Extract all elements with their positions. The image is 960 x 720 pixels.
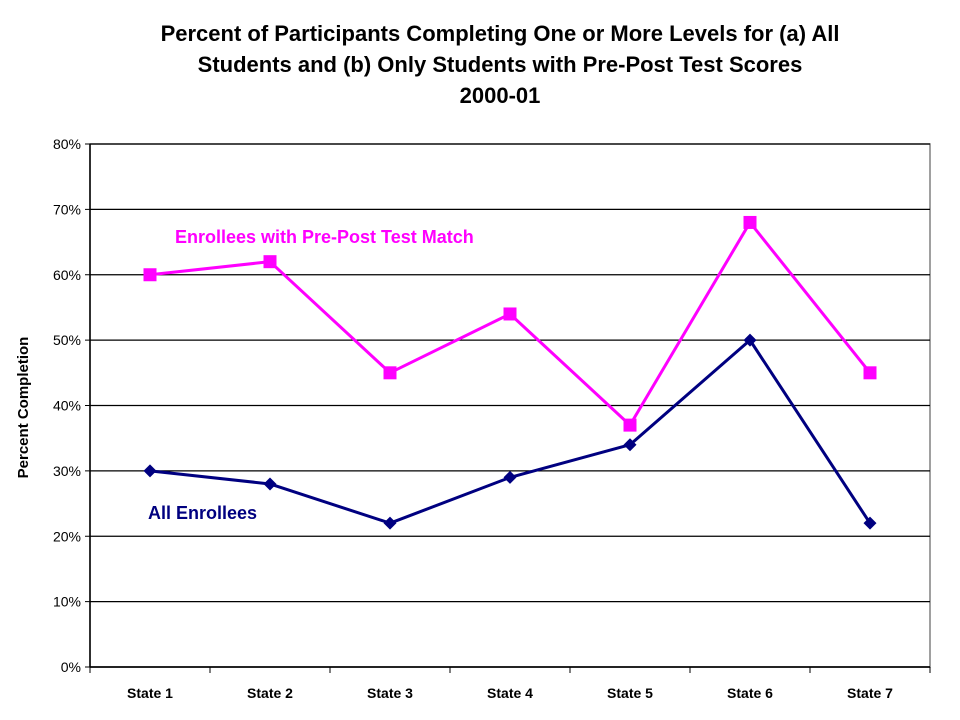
data-point: [143, 268, 157, 282]
y-tick-label: 0%: [61, 659, 81, 675]
data-point: [623, 438, 637, 452]
data-point: [503, 470, 517, 484]
x-tick-label: State 5: [607, 685, 653, 701]
data-point: [863, 366, 877, 380]
chart-title: Percent of Participants Completing One o…: [0, 18, 960, 111]
chart-title-line-2: Students and (b) Only Students with Pre-…: [197, 52, 803, 77]
series-label: All Enrollees: [148, 503, 257, 523]
x-tick-label: State 1: [127, 685, 173, 701]
x-tick-label: State 6: [727, 685, 773, 701]
x-tick-label: State 7: [847, 685, 893, 701]
x-tick-label: State 2: [247, 685, 293, 701]
data-point: [263, 255, 277, 269]
data-point: [743, 215, 757, 229]
data-point: [143, 464, 157, 478]
y-tick-label: 70%: [53, 201, 81, 217]
y-tick-label: 50%: [53, 332, 81, 348]
data-point: [863, 516, 877, 530]
y-tick-label: 80%: [53, 136, 81, 152]
data-point: [383, 516, 397, 530]
y-axis-title: Percent Completion: [15, 337, 32, 479]
data-point: [263, 477, 277, 491]
data-point: [503, 307, 517, 321]
x-tick-label: State 3: [367, 685, 413, 701]
y-tick-label: 10%: [53, 594, 81, 610]
y-tick-label: 20%: [53, 528, 81, 544]
chart-title-line-1: Percent of Participants Completing One o…: [160, 21, 840, 46]
data-point: [383, 366, 397, 380]
series-label: Enrollees with Pre-Post Test Match: [175, 227, 474, 247]
y-tick-label: 40%: [53, 398, 81, 414]
chart-title-line-3: 2000-01: [459, 83, 541, 108]
y-tick-label: 60%: [53, 267, 81, 283]
data-point: [743, 333, 757, 347]
x-tick-label: State 4: [487, 685, 533, 701]
y-tick-label: 30%: [53, 463, 81, 479]
data-point: [623, 418, 637, 432]
